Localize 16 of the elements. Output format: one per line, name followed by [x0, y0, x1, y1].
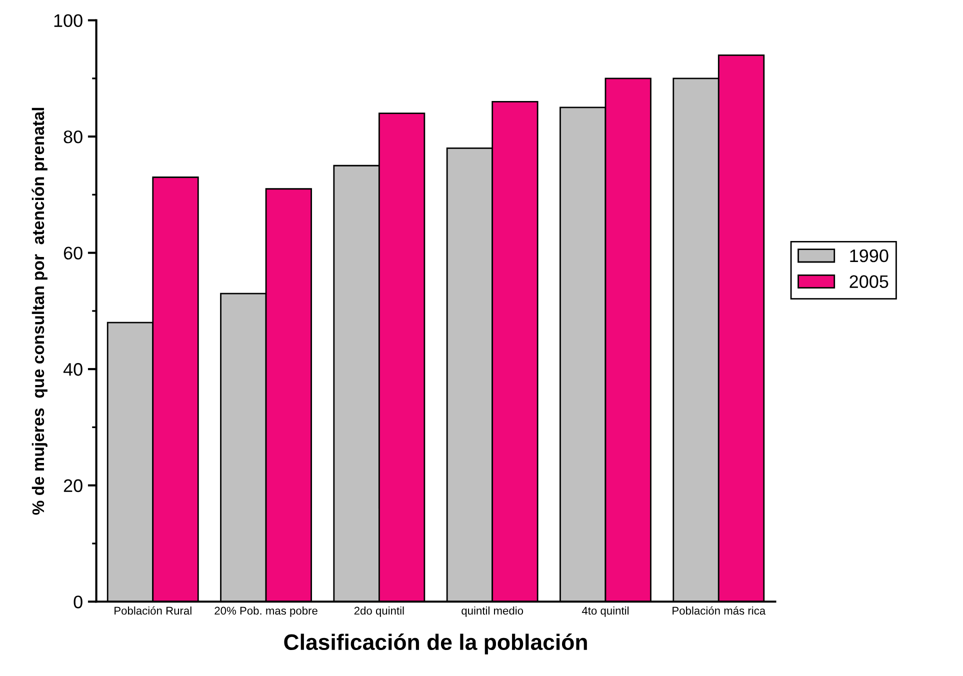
x-axis-title: Clasificación de la población — [284, 634, 587, 654]
x-tick-label: 20% Pob. mas pobre — [214, 606, 318, 617]
x-tick-label: quintil medio — [462, 606, 524, 617]
y-tick-label: 0 — [74, 596, 82, 608]
y-tick-label: 100 — [54, 14, 82, 27]
x-tick-label: Población más rica — [672, 606, 766, 615]
x-tick-label: Población Rural — [114, 606, 192, 615]
legend-label: 2005 — [850, 275, 888, 288]
y-tick-label: 60 — [64, 246, 82, 260]
legend-label: 1990 — [850, 249, 888, 262]
x-tick-label: 2do quintil — [354, 606, 404, 617]
y-tick-label: 40 — [63, 363, 82, 376]
x-tick-label: 4to quintil — [582, 606, 629, 617]
y-tick-label: 80 — [64, 130, 82, 144]
y-axis-title: % de mujeres que consultan por atención prenatal — [32, 108, 48, 515]
y-tick-label: 20 — [64, 479, 82, 492]
